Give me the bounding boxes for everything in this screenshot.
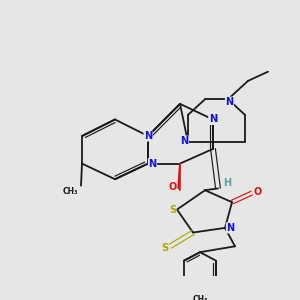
Text: N: N [144, 131, 152, 141]
Text: S: S [169, 205, 176, 214]
Text: H: H [223, 178, 231, 188]
Text: N: N [226, 223, 235, 233]
Text: O: O [169, 182, 177, 192]
Text: N: N [209, 115, 217, 124]
Text: CH₃: CH₃ [192, 295, 208, 300]
Text: N: N [148, 159, 157, 169]
Text: O: O [169, 182, 177, 192]
Text: N: N [209, 115, 217, 124]
Text: O: O [253, 187, 262, 196]
Text: N: N [180, 136, 188, 146]
Text: S: S [161, 243, 168, 253]
Text: CH₃: CH₃ [63, 187, 78, 196]
Text: N: N [148, 159, 157, 169]
Text: N: N [225, 97, 234, 107]
